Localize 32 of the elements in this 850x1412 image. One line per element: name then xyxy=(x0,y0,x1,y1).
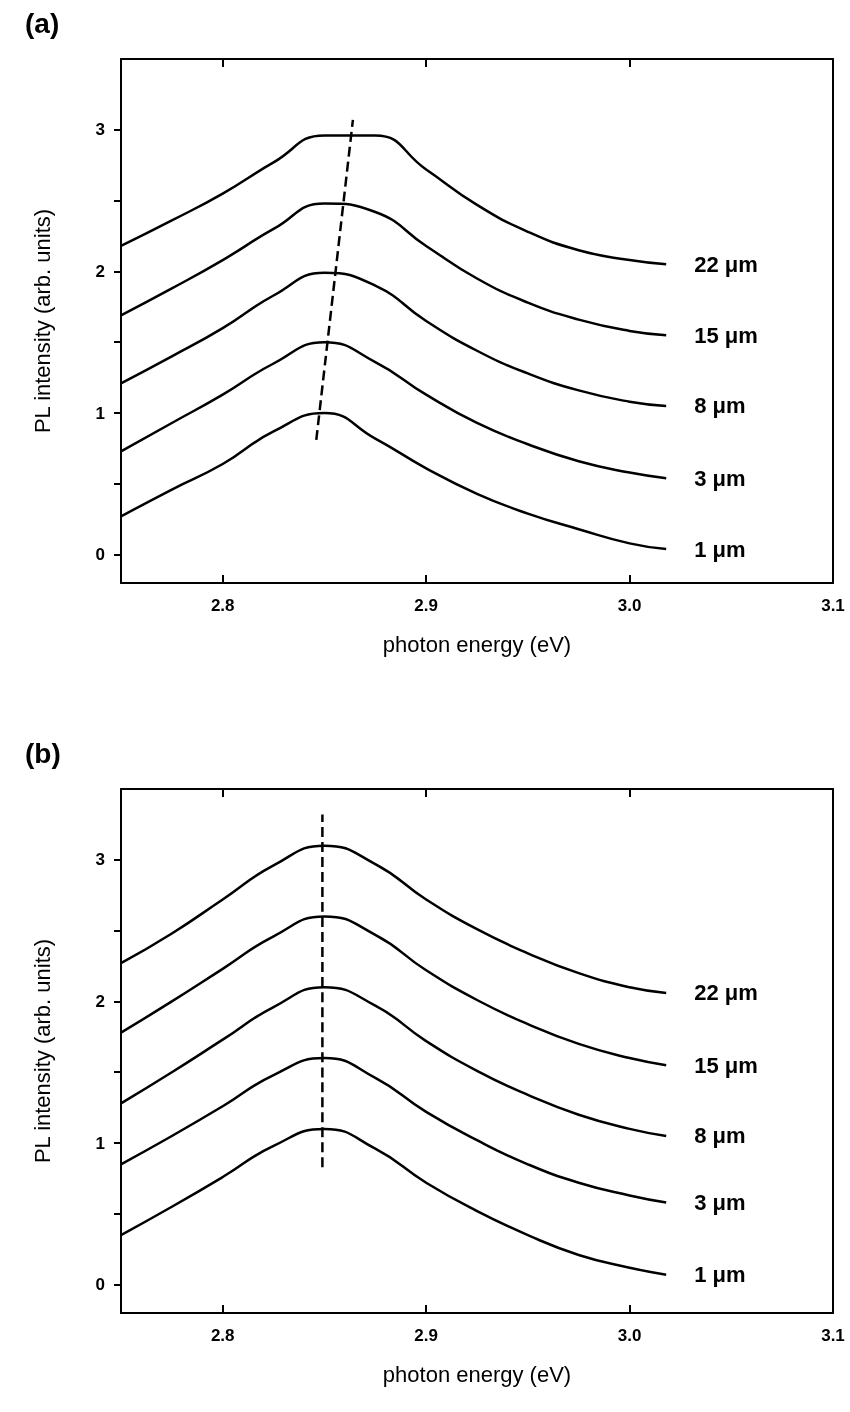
x-tick-label: 3.0 xyxy=(617,1326,642,1345)
y-tick-label: 1 xyxy=(95,1133,105,1153)
series-label: 1 μm xyxy=(694,1262,746,1288)
x-axis-title: photon energy (eV) xyxy=(382,631,572,657)
series-label: 8 μm xyxy=(694,1123,746,1149)
y-axis-title: PL intensity (arb. units) xyxy=(29,938,55,1164)
series-label: 1 μm xyxy=(694,536,746,562)
series-label: 15 μm xyxy=(694,322,758,348)
series-label: 22 μm xyxy=(694,251,758,277)
y-tick-label: 0 xyxy=(95,1275,105,1295)
x-tick-label: 3.1 xyxy=(821,596,845,615)
y-tick-label: 1 xyxy=(95,403,105,423)
chart-title: (b) xyxy=(25,737,61,769)
y-tick-label: 3 xyxy=(95,850,105,870)
x-tick-label: 3.0 xyxy=(617,596,642,615)
x-tick-label: 3.1 xyxy=(821,1326,845,1345)
series-label: 15 μm xyxy=(694,1052,758,1078)
series-label: 3 μm xyxy=(694,1190,746,1216)
y-tick-label: 2 xyxy=(95,261,105,281)
series-label: 22 μm xyxy=(694,980,758,1006)
y-tick-label: 3 xyxy=(95,120,105,140)
series-label: 8 μm xyxy=(694,393,746,419)
y-tick-label: 0 xyxy=(95,545,105,565)
y-tick-label: 2 xyxy=(95,991,105,1011)
y-axis-title: PL intensity (arb. units) xyxy=(29,208,55,434)
x-tick-label: 2.8 xyxy=(210,596,235,615)
series-label: 3 μm xyxy=(694,465,746,491)
x-axis-title: photon energy (eV) xyxy=(382,1361,572,1387)
x-tick-label: 2.9 xyxy=(414,596,438,615)
chart-title: (a) xyxy=(25,7,60,39)
x-tick-label: 2.9 xyxy=(414,1326,438,1345)
x-tick-label: 2.8 xyxy=(210,1326,235,1345)
